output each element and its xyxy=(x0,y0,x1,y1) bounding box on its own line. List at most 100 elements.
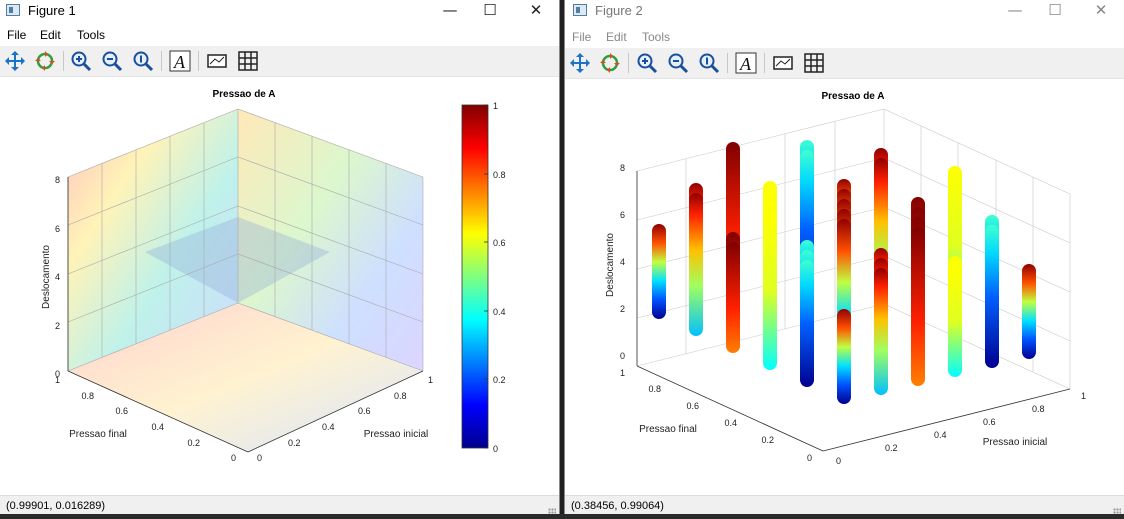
menu-edit[interactable]: Edit xyxy=(606,30,627,44)
svg-text:A: A xyxy=(173,52,186,72)
toolbar-separator xyxy=(63,51,64,71)
svg-text:A: A xyxy=(739,54,752,74)
legend-icon[interactable] xyxy=(205,49,229,73)
cursor-coordinates: (0.99901, 0.016289) xyxy=(6,500,106,512)
y-axis-label: Pressao inicial xyxy=(983,437,1047,448)
slice-plot: Pressao de A xyxy=(41,89,506,463)
z-tick: 2 xyxy=(620,304,625,314)
maximize-button[interactable]: ☐ xyxy=(1048,1,1062,19)
zoom-out-icon[interactable] xyxy=(100,49,124,73)
y-tick: 0 xyxy=(836,456,841,466)
zoom-reset-icon[interactable] xyxy=(697,51,721,75)
plot-canvas[interactable]: Pressao de A xyxy=(0,77,559,492)
window-title: Figure 1 xyxy=(28,3,76,18)
menu-file[interactable]: File xyxy=(7,28,27,42)
z-tick: 4 xyxy=(620,257,625,267)
minimize-button[interactable]: — xyxy=(1007,1,1023,19)
scatter-column xyxy=(874,268,888,395)
scatter-column xyxy=(689,193,703,336)
close-button[interactable]: ✕ xyxy=(1094,1,1108,19)
menu-file[interactable]: File xyxy=(572,30,592,44)
y-tick: 0.8 xyxy=(394,391,407,401)
pan-icon[interactable] xyxy=(3,49,27,73)
y-axis-label: Pressao inicial xyxy=(364,429,428,440)
x-tick: 0 xyxy=(231,453,236,463)
x-tick: 0.2 xyxy=(761,435,774,445)
grid-icon[interactable] xyxy=(802,51,826,75)
y-tick: 1 xyxy=(428,375,433,385)
bottom-face xyxy=(68,303,423,452)
figure-1-window: Figure 1 — ☐ ✕ File Edit Tools A xyxy=(0,0,560,519)
x-tick: 0.8 xyxy=(81,391,94,401)
zoom-in-icon[interactable] xyxy=(635,51,659,75)
z-tick: 0 xyxy=(620,351,625,361)
maximize-button[interactable]: ☐ xyxy=(483,1,497,19)
x-tick: 0.8 xyxy=(648,384,661,394)
figure-2-window: Figure 2 — ☐ ✕ File Edit Tools A xyxy=(564,0,1124,519)
z-tick: 8 xyxy=(620,163,625,173)
window-title: Figure 2 xyxy=(595,3,643,18)
scatter-column xyxy=(948,266,962,377)
z-tick: 6 xyxy=(620,210,625,220)
z-tick: 0 xyxy=(55,369,60,379)
x-axis-label: Pressao final xyxy=(69,429,127,440)
close-button[interactable]: ✕ xyxy=(529,1,543,19)
x-tick: 0.6 xyxy=(115,406,128,416)
text-icon[interactable]: A xyxy=(168,49,192,73)
cursor-coordinates: (0.38456, 0.99064) xyxy=(571,500,664,512)
z-tick: 6 xyxy=(55,224,60,234)
zoom-in-icon[interactable] xyxy=(69,49,93,73)
x-tick: 0 xyxy=(807,453,812,463)
y-tick: 1 xyxy=(1081,391,1086,401)
resize-grip-icon[interactable] xyxy=(1113,508,1121,516)
y-tick: 0.6 xyxy=(358,406,371,416)
inner-slice xyxy=(145,217,330,303)
toolbar: A xyxy=(0,46,559,77)
plot-canvas[interactable]: Pressao de A xyxy=(565,79,1124,492)
text-icon[interactable]: A xyxy=(734,51,758,75)
axis-lines xyxy=(636,171,1071,452)
z-tick: 8 xyxy=(55,175,60,185)
z-axis-label: Deslocamento xyxy=(41,245,52,309)
rotate-icon[interactable] xyxy=(598,51,622,75)
zoom-reset-icon[interactable] xyxy=(131,49,155,73)
x-tick: 0.6 xyxy=(686,401,699,411)
colorbar-ticks xyxy=(484,104,488,449)
plot-title: Pressao de A xyxy=(822,91,885,102)
x-tick: 0.2 xyxy=(187,438,200,448)
menu-tools[interactable]: Tools xyxy=(77,28,106,42)
plot-title: Pressao de A xyxy=(213,89,276,100)
y-tick: 0.2 xyxy=(885,443,898,453)
x-tick: 1 xyxy=(55,375,60,385)
zoom-out-icon[interactable] xyxy=(666,51,690,75)
scatter-columns xyxy=(652,140,1036,404)
menu-edit[interactable]: Edit xyxy=(40,28,61,42)
grid-icon[interactable] xyxy=(236,49,260,73)
z-tick: 4 xyxy=(55,272,60,282)
y-tick: 0.2 xyxy=(288,438,301,448)
rotate-icon[interactable] xyxy=(33,49,57,73)
minimize-button[interactable]: — xyxy=(442,1,458,19)
z-tick: 2 xyxy=(55,321,60,331)
legend-icon[interactable] xyxy=(771,51,795,75)
toolbar-separator xyxy=(628,53,629,73)
toolbar-separator xyxy=(161,51,162,71)
colorbar-tick: 0.4 xyxy=(493,307,506,317)
colorbar xyxy=(461,104,489,449)
toolbar-separator xyxy=(198,51,199,71)
scatter-column xyxy=(985,225,999,368)
scatter-3d-plot: Pressao de A xyxy=(605,91,1086,466)
axis-lines xyxy=(67,177,424,453)
y-tick: 0.6 xyxy=(983,417,996,427)
title-bar[interactable]: Figure 2 — ☐ ✕ xyxy=(565,0,1124,24)
y-tick: 0.8 xyxy=(1032,404,1045,414)
pan-icon[interactable] xyxy=(568,51,592,75)
menu-tools[interactable]: Tools xyxy=(642,30,671,44)
resize-grip-icon[interactable] xyxy=(548,508,556,516)
y-tick: 0.4 xyxy=(322,422,335,432)
menu-bar: File Edit Tools xyxy=(565,27,1124,47)
title-bar[interactable]: Figure 1 — ☐ ✕ xyxy=(0,0,559,24)
z-axis-label: Deslocamento xyxy=(605,233,616,297)
colorbar-tick: 0 xyxy=(493,444,498,454)
x-tick: 0.4 xyxy=(151,422,164,432)
